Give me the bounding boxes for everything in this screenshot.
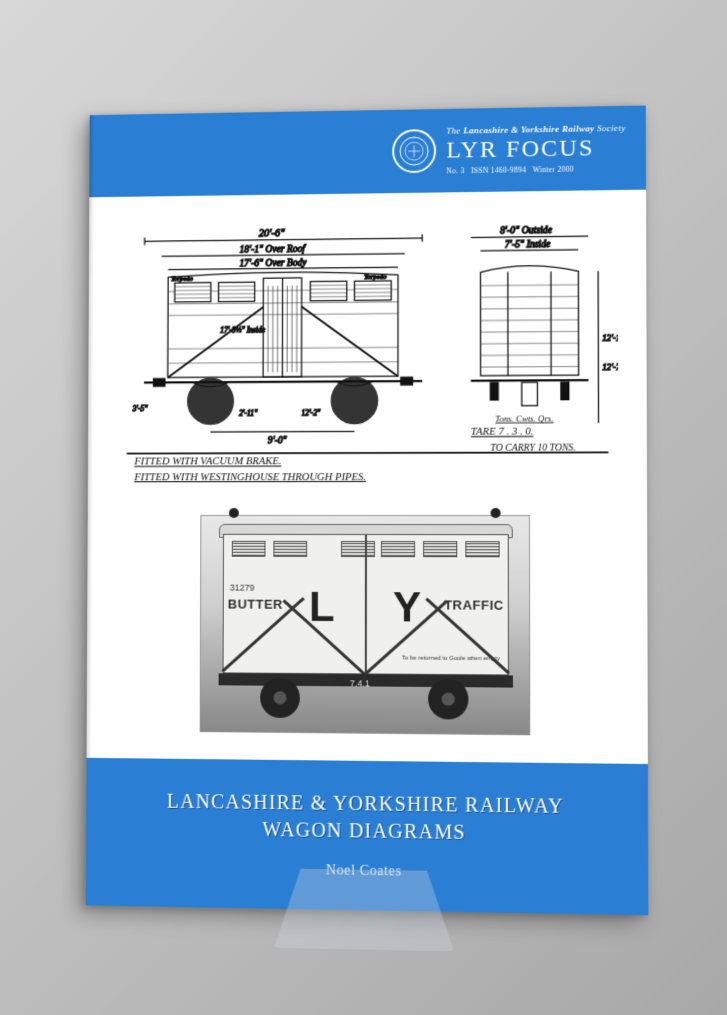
issue-no: No. 3 <box>446 166 464 175</box>
society-prefix: The <box>446 125 460 135</box>
dim-end-inside: 7'-5" Inside <box>504 239 550 251</box>
letter-y: Y <box>392 583 420 631</box>
vent-icon <box>465 541 499 557</box>
dim-wheel-b: 12'-2" <box>301 408 321 417</box>
vent-icon <box>340 540 374 556</box>
society-name: Lancashire & Yorkshire Railway <box>463 123 594 135</box>
title-line1: LANCASHIRE & YORKSHIRE RAILWAY <box>166 788 563 820</box>
dim-overall: 20'-6" <box>258 227 285 238</box>
wheel-icon <box>428 678 468 719</box>
dim-end-ha: 12'-1" <box>602 332 618 342</box>
society-crest-icon <box>392 128 436 172</box>
header-text: The Lancashire & Yorkshire Railway Socie… <box>446 122 625 175</box>
tare-value: TARE 7 . 3 . 0. <box>470 426 533 437</box>
vent-icon <box>273 540 307 556</box>
torpedo-r: Torpedo <box>364 273 387 280</box>
wagon-photo: 31279 BUTTER TRAFFIC L Y To be returned … <box>199 514 530 734</box>
booklet-cover: The Lancashire & Yorkshire Railway Socie… <box>85 105 648 915</box>
dim-over-body: 17'-6" Over Body <box>239 257 307 269</box>
lamp-right-icon <box>490 508 500 518</box>
vent-icon <box>231 540 265 556</box>
vent-icon <box>423 541 457 557</box>
tare-plate: 7.4.1 <box>349 678 369 688</box>
title-band: LANCASHIRE & YORKSHIRE RAILWAY WAGON DIA… <box>85 757 648 914</box>
dim-over-roof: 18'-1" Over Roof <box>239 243 306 255</box>
tare-label: Tons. Cwts. Qrs. <box>495 413 553 423</box>
wagon-number: 31279 <box>229 582 254 592</box>
door-split <box>364 535 366 673</box>
traffic-label: TRAFFIC <box>444 597 504 612</box>
dim-end-hb: 12'-7" <box>602 361 618 371</box>
wagon-diagram: 20'-6" 18'-1" Over Roof 17'-6" Over Body <box>115 210 618 492</box>
carry: TO CARRY 10 TONS. <box>490 442 575 453</box>
display-stand <box>273 868 454 952</box>
main-title: LANCASHIRE & YORKSHIRE RAILWAY WAGON DIA… <box>166 788 563 848</box>
dim-wheelbase: 9'-0" <box>267 435 287 446</box>
issue-line: No. 3 ISSN 1460-9894 Winter 2000 <box>446 163 625 175</box>
dim-end-outside: 8'-0" Outside <box>500 224 553 236</box>
lamp-left-icon <box>228 508 238 518</box>
season: Winter 2000 <box>532 164 573 174</box>
inside-note: 17'-3½" Inside <box>220 324 266 333</box>
issn: ISSN 1460-9894 <box>471 165 526 175</box>
wagon-photo-area: 31279 BUTTER TRAFFIC L Y To be returned … <box>114 491 619 747</box>
society-line: The Lancashire & Yorkshire Railway Socie… <box>446 122 625 135</box>
dim-wheel-a: 2'-11" <box>239 408 258 417</box>
fit-westinghouse: FITTED WITH WESTINGHOUSE THROUGH PIPES. <box>133 471 366 482</box>
header-band: The Lancashire & Yorkshire Railway Socie… <box>89 105 646 197</box>
wheel-icon <box>260 677 300 717</box>
society-suffix: Society <box>596 122 625 132</box>
wagon-body: 31279 BUTTER TRAFFIC L Y To be returned … <box>222 533 508 675</box>
butter-label: BUTTER <box>227 596 282 611</box>
torpedo-l: Torpedo <box>170 275 193 282</box>
header-block: The Lancashire & Yorkshire Railway Socie… <box>392 122 625 175</box>
vent-icon <box>380 541 414 557</box>
letter-l: L <box>308 582 334 630</box>
return-note: To be returned to Goole when empty <box>401 655 499 662</box>
fit-vacuum: FITTED WITH VACUUM BRAKE. <box>133 456 281 467</box>
focus-title: LYR FOCUS <box>446 134 625 164</box>
dim-buffer-h: 3'-5" <box>131 404 148 413</box>
mid-panel: 20'-6" 18'-1" Over Roof 17'-6" Over Body <box>86 189 647 763</box>
